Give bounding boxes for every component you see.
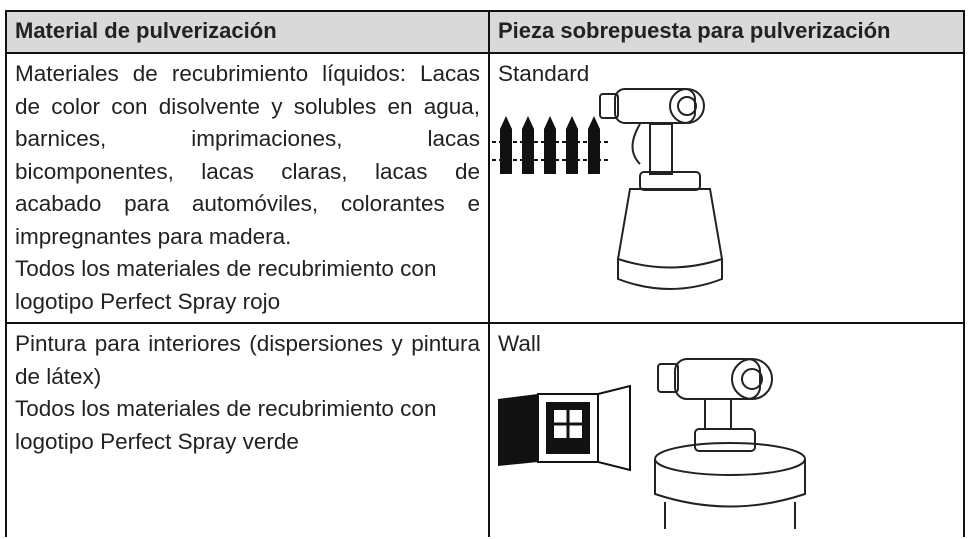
cell: Wall (488, 322, 965, 537)
cell: Materiales de recubrimiento líquidos: La… (5, 52, 490, 324)
text: Todos los materiales de recubrimiento co… (15, 256, 437, 314)
page: Material de pulverización Pieza sobrepue… (5, 10, 965, 537)
label: Wall (498, 331, 541, 356)
table: Material de pulverización Pieza sobrepue… (5, 10, 965, 537)
row: Materiales de recubrimiento líquidos: La… (5, 52, 965, 324)
wall-illustration (498, 358, 806, 529)
header-cell: Material de pulverización (5, 10, 490, 54)
header-cell: Pieza sobrepuesta para pulverización (488, 10, 965, 54)
header-row: Material de pulverización Pieza sobrepue… (5, 10, 965, 54)
row: Pintura para interiores (dispersiones y … (5, 322, 965, 537)
standard-illustration (492, 88, 724, 290)
cell: Standard (488, 52, 965, 324)
label: Standard (498, 61, 590, 86)
text: Materiales de recubrimiento líquidos: La… (15, 61, 480, 249)
text: Pintura para interiores (dispersiones y … (15, 331, 480, 389)
text: Todos los materiales de recubrimiento co… (15, 396, 437, 454)
cell: Pintura para interiores (dispersiones y … (5, 322, 490, 537)
